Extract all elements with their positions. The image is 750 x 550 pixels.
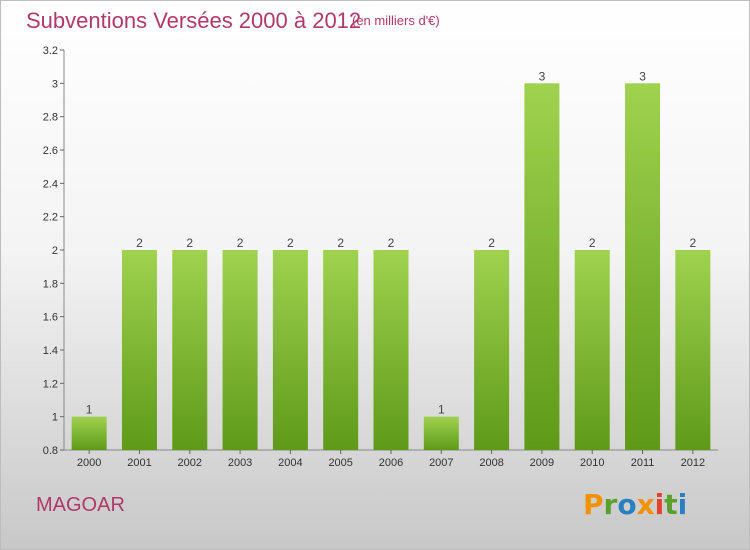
bar-value-label: 1 xyxy=(438,403,445,417)
y-tick-label: 2.8 xyxy=(43,112,58,124)
y-tick-label: 3 xyxy=(52,78,58,90)
logo-letter: x xyxy=(636,488,655,521)
bar xyxy=(474,250,510,450)
y-tick-label: 3.2 xyxy=(43,45,58,57)
commune-name: MAGOAR xyxy=(36,494,125,516)
bar xyxy=(172,250,208,450)
bar-value-label: 3 xyxy=(539,69,546,83)
bar xyxy=(625,83,661,450)
x-tick-label: 2009 xyxy=(530,457,554,469)
x-tick-label: 2012 xyxy=(681,457,705,469)
x-tick-label: 2005 xyxy=(328,457,352,469)
logo-letter: P xyxy=(583,488,604,521)
bar-value-label: 2 xyxy=(589,236,596,250)
y-tick-label: 2 xyxy=(52,245,58,257)
bar xyxy=(272,250,308,450)
bar-value-label: 2 xyxy=(287,236,294,250)
logo-letter: t xyxy=(664,488,678,521)
bar-value-label: 2 xyxy=(337,236,344,250)
y-tick-label: 1.4 xyxy=(43,345,58,357)
y-tick-label: 1 xyxy=(52,412,58,424)
logo-letter: i xyxy=(654,488,665,521)
y-tick-label: 2.6 xyxy=(43,145,58,157)
bar-value-label: 2 xyxy=(690,236,697,250)
bar-value-label: 1 xyxy=(86,403,93,417)
bar xyxy=(373,250,409,450)
bar xyxy=(121,250,157,450)
logo-letter: r xyxy=(603,488,618,521)
x-tick-label: 2000 xyxy=(77,457,101,469)
bar-value-label: 2 xyxy=(186,236,193,250)
bar-value-label: 2 xyxy=(136,236,143,250)
y-tick-label: 2.4 xyxy=(43,178,58,190)
x-tick-label: 2004 xyxy=(278,457,302,469)
logo-letter: o xyxy=(617,488,637,521)
bar-value-label: 2 xyxy=(237,236,244,250)
x-tick-label: 2008 xyxy=(479,457,503,469)
bar xyxy=(574,250,610,450)
x-tick-label: 2010 xyxy=(580,457,604,469)
bar xyxy=(524,83,560,450)
y-tick-label: 0.8 xyxy=(43,445,58,457)
proxiti-logo: Proxiti xyxy=(583,488,687,521)
bar xyxy=(222,250,258,450)
bar-value-label: 2 xyxy=(488,236,495,250)
x-tick-label: 2007 xyxy=(429,457,453,469)
logo-letter: i xyxy=(677,488,688,521)
x-tick-label: 2001 xyxy=(127,457,151,469)
y-tick-label: 1.8 xyxy=(43,278,58,290)
x-tick-label: 2011 xyxy=(631,457,655,469)
x-tick-label: 2003 xyxy=(228,457,252,469)
y-tick-label: 1.6 xyxy=(43,312,58,324)
y-tick-label: 1.2 xyxy=(43,378,58,390)
bar xyxy=(323,250,359,450)
chart-subtitle: (en milliers d'€) xyxy=(352,13,440,28)
bar-value-label: 3 xyxy=(639,69,646,83)
y-tick-label: 2.2 xyxy=(43,212,58,224)
bar xyxy=(675,250,711,450)
bar xyxy=(423,416,459,450)
x-tick-label: 2002 xyxy=(178,457,202,469)
x-tick-label: 2006 xyxy=(379,457,403,469)
chart-title: Subventions Versées 2000 à 2012 xyxy=(26,8,362,33)
bar-value-label: 2 xyxy=(388,236,395,250)
bar xyxy=(71,416,107,450)
